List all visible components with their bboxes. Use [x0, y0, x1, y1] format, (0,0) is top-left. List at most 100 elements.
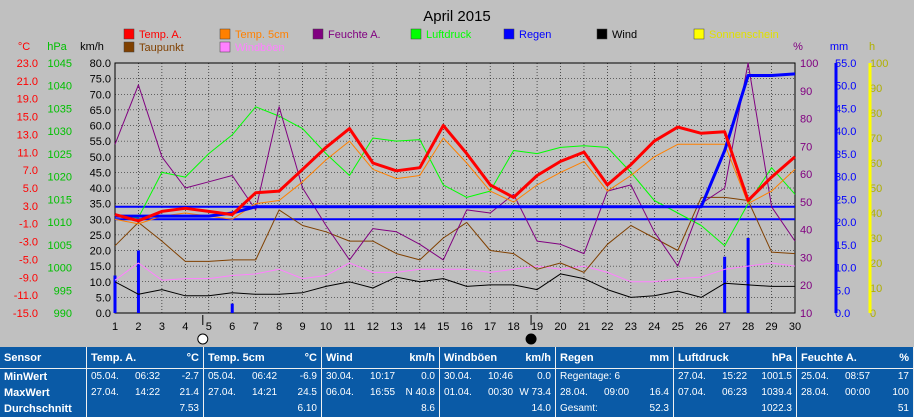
legend-label: Wind [612, 29, 637, 41]
x-axis: 1 2 3 4 5 6 7 8 9 10 11 12 13 14 15 16 17 18 19 20 21 22 23 24 2… [112, 321, 801, 333]
cell-date: 28.04. [801, 387, 829, 398]
column-header: Temp. 5cm °C [204, 347, 321, 369]
series-line [114, 196, 796, 273]
x-tick-label: 7 [253, 321, 259, 333]
cell-value: W 73.4 [519, 387, 551, 398]
x-tick-label: 24 [648, 321, 660, 333]
sun-axis-tick: 0 [870, 308, 876, 320]
row-label-max: MaxWert [4, 387, 50, 399]
avg-row: 6.10 [204, 401, 321, 417]
humidity-axis-tick: 20 [800, 280, 812, 292]
avg-value: 6.10 [297, 403, 317, 414]
x-tick-label: 18 [507, 321, 519, 333]
column-header: Feuchte A.% [797, 347, 913, 369]
legend-swatch [410, 28, 422, 40]
cell-time: 06:42 [252, 371, 278, 382]
chart-title: April 2015 [423, 8, 491, 25]
cell-value: 1001.5 [761, 371, 792, 382]
humidity-axis-tick: 40 [800, 225, 812, 237]
temp-axis-tick: 3.0 [23, 201, 38, 213]
legend-swatch [123, 28, 135, 40]
summary-table: Sensor MinWert MaxWert Durchschnitt Temp… [0, 347, 914, 417]
column-title: Feuchte A. [801, 352, 857, 364]
rain-bar [136, 250, 140, 313]
rain-axis-tick: 40.0 [835, 126, 856, 138]
moon-markers [197, 315, 537, 345]
row-labels: Sensor MinWert MaxWert Durchschnitt [0, 347, 87, 417]
legend-swatch [219, 41, 231, 53]
pressure-axis-tick: 1045 [48, 58, 72, 70]
full-moon-icon [525, 333, 537, 345]
x-tick-label: 30 [789, 321, 801, 333]
x-tick-label: 26 [695, 321, 707, 333]
column-header: Wind km/h [322, 347, 439, 369]
x-tick-label: 12 [367, 321, 379, 333]
pressure-axis-tick: 1040 [48, 81, 72, 93]
x-tick-label: 13 [390, 321, 402, 333]
cell-date: 07.04. [678, 387, 706, 398]
table-column: Luftdruck hPa 27.04. 15:22 1001.5 07.04. 06:23… [674, 347, 797, 417]
cell-value [649, 369, 669, 385]
column-title: Temp. A. [91, 352, 137, 364]
column-title: Wind [326, 352, 353, 364]
x-tick-label: 6 [229, 321, 235, 333]
series-line [114, 62, 796, 267]
wind-axis-tick: 0.0 [96, 308, 111, 320]
x-tick-label: 15 [437, 321, 449, 333]
left-axes: 23.0 21.0 19.0 15.0 13.0 11.0 7.0 5.0 3.0 -1.0 -3.… [13, 58, 111, 320]
sun-axis-tick: 50 [870, 183, 882, 195]
max-row: 27.04. 14:22 21.4 [87, 385, 203, 401]
rain-axis-tick: 15.0 [835, 240, 856, 252]
wind-axis-tick: 5.0 [96, 292, 111, 304]
sun-axis-title: h [869, 41, 875, 53]
pressure-axis-tick: 1035 [48, 103, 72, 115]
humidity-axis-tick: 80 [800, 114, 812, 126]
axis-headers: °C hPa km/h% mm h [18, 41, 875, 53]
x-tick-label: 2 [135, 321, 141, 333]
humidity-axis-tick: 60 [800, 169, 812, 181]
wind-axis-tick: 20.0 [90, 246, 111, 258]
temp-axis-tick: -11.0 [14, 290, 38, 302]
wind-axis-tick: 70.0 [90, 89, 111, 101]
column-title: Regen [560, 352, 594, 364]
legend-swatch [123, 41, 135, 53]
series-lines [114, 62, 796, 298]
avg-row: 1022.3 [674, 401, 796, 417]
sun-axis-tick: 10 [870, 283, 882, 295]
cell-value: 100 [892, 387, 909, 398]
right-axes: 10090807060504030201055.050.045.040.035.… [800, 58, 888, 320]
x-tick-label: 17 [484, 321, 496, 333]
avg-row: Gesamt: 52.3 [556, 401, 673, 417]
legend-label: Luftdruck [426, 29, 472, 41]
series-line [114, 273, 795, 298]
cell-value: -6.9 [299, 371, 317, 382]
x-tick-label: 16 [461, 321, 473, 333]
sun-axis-tick: 30 [870, 233, 882, 245]
humidity-axis-tick: 90 [800, 86, 812, 98]
sun-axis-tick: 20 [870, 258, 882, 270]
wind-axis-tick: 65.0 [90, 105, 111, 117]
temp-axis-tick: 21.0 [17, 76, 38, 88]
x-tick-label: 28 [742, 321, 754, 333]
cell-date: Regentage: 6 [560, 371, 621, 382]
sun-axis-tick: 80 [870, 108, 882, 120]
legend-label: Sonnenschein [709, 29, 779, 41]
sun-axis-tick: 100 [870, 58, 888, 70]
x-tick-label: 10 [320, 321, 332, 333]
table-column: Regen mm Regentage: 6 28.04. 09:00 16.4 Gesamt… [556, 347, 674, 417]
legend-label: Taupunkt [139, 42, 184, 54]
rain-axis-tick: 25.0 [835, 194, 856, 206]
cell-date: 06.04. [326, 387, 354, 398]
cell-value: -2.7 [181, 371, 199, 382]
min-row: Regentage: 6 [556, 369, 673, 385]
row-label-min: MinWert [4, 371, 48, 383]
cell-value: 16.4 [649, 387, 669, 398]
avg-value: 52.3 [649, 403, 669, 414]
x-tick-label: 11 [344, 321, 355, 333]
cell-value: 17 [897, 371, 909, 382]
cell-time: 06:23 [722, 387, 748, 398]
column-unit: hPa [771, 352, 792, 364]
x-tick-label: 23 [625, 321, 637, 333]
x-tick-label: 22 [601, 321, 613, 333]
temp-axis-tick: 5.0 [23, 183, 38, 195]
